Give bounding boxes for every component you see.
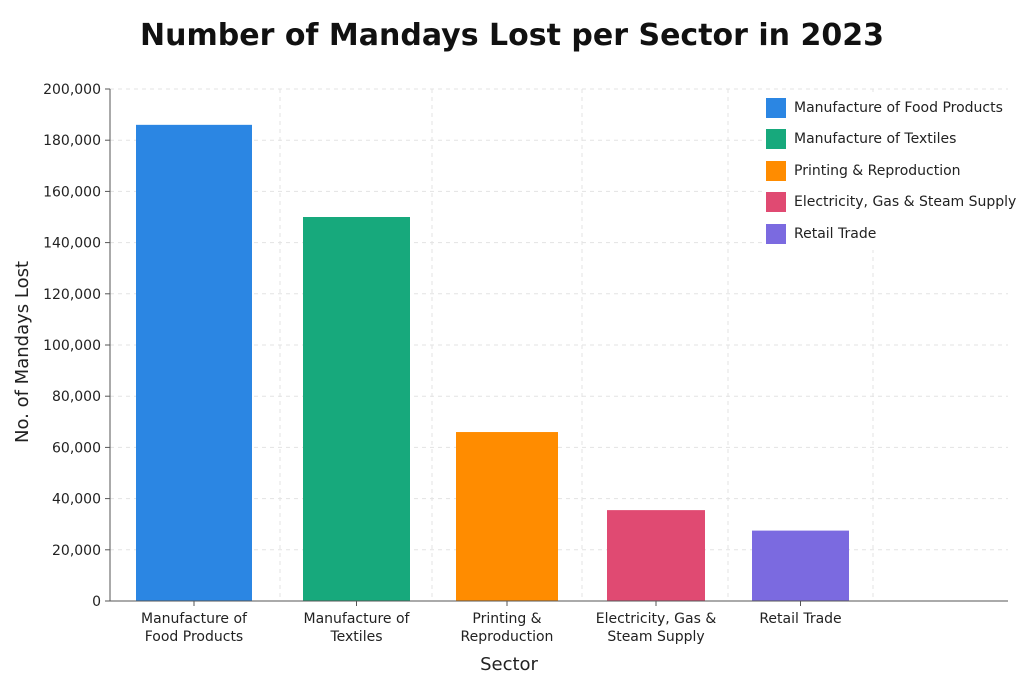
x-tick-label: Steam Supply	[607, 629, 704, 645]
y-tick-label: 20,000	[52, 543, 101, 559]
legend-item: Manufacture of Food Products	[766, 92, 1016, 124]
legend-swatch	[766, 97, 786, 118]
y-tick-label: 180,000	[43, 133, 101, 149]
legend-item: Printing & Reproduction	[766, 155, 1016, 187]
y-axis: 0 20,000 40,000 60,000 80,000 100,000 120,000 1…	[43, 82, 111, 610]
x-tick-label: Textiles	[329, 629, 382, 645]
x-tick-label: Food Products	[145, 629, 243, 645]
x-tick-label: Retail Trade	[759, 611, 841, 627]
legend-item: Electricity, Gas & Steam Supply	[766, 187, 1016, 219]
x-tick-label: Reproduction	[461, 629, 554, 645]
legend-label: Printing & Reproduction	[794, 162, 961, 179]
y-tick-label: 60,000	[52, 440, 101, 456]
legend-swatch	[766, 223, 786, 244]
legend: Manufacture of Food Products Manufacture …	[766, 92, 1016, 250]
bar-1	[136, 124, 252, 601]
bar-4	[607, 510, 705, 601]
x-tick-label: Printing &	[472, 611, 541, 627]
y-tick-label: 80,000	[52, 389, 101, 405]
y-tick-label: 0	[92, 594, 101, 610]
x-axis: Manufacture of Food Products Manufacture o…	[110, 600, 1008, 645]
y-tick-label: 100,000	[43, 338, 101, 354]
legend-swatch	[766, 129, 786, 150]
legend-label: Electricity, Gas & Steam Supply	[794, 194, 1017, 211]
bar-5	[752, 530, 849, 601]
y-tick-label: 40,000	[52, 492, 101, 508]
legend-item: Retail Trade	[766, 218, 1016, 250]
bar-2	[303, 217, 410, 601]
legend-label: Manufacture of Food Products	[794, 99, 1003, 116]
x-tick-label: Manufacture of	[141, 611, 248, 627]
x-tick-label: Manufacture of	[304, 611, 411, 627]
y-tick-label: 200,000	[43, 82, 101, 98]
x-tick-label: Electricity, Gas &	[596, 611, 717, 627]
y-tick-label: 120,000	[43, 287, 101, 303]
bar-3	[456, 432, 558, 601]
legend-swatch	[766, 160, 786, 181]
y-axis-title: No. of Mandays Lost	[12, 261, 33, 443]
legend-label: Manufacture of Textiles	[794, 131, 957, 148]
x-axis-title: Sector	[480, 654, 538, 675]
legend-swatch	[766, 192, 786, 213]
grid-lines	[110, 88, 1008, 601]
legend-label: Retail Trade	[794, 225, 877, 242]
legend-item: Manufacture of Textiles	[766, 124, 1016, 156]
chart-title: Number of Mandays Lost per Sector in 202…	[140, 18, 884, 53]
y-tick-label: 140,000	[43, 236, 101, 252]
y-tick-label: 160,000	[43, 184, 101, 200]
bars	[136, 124, 849, 601]
